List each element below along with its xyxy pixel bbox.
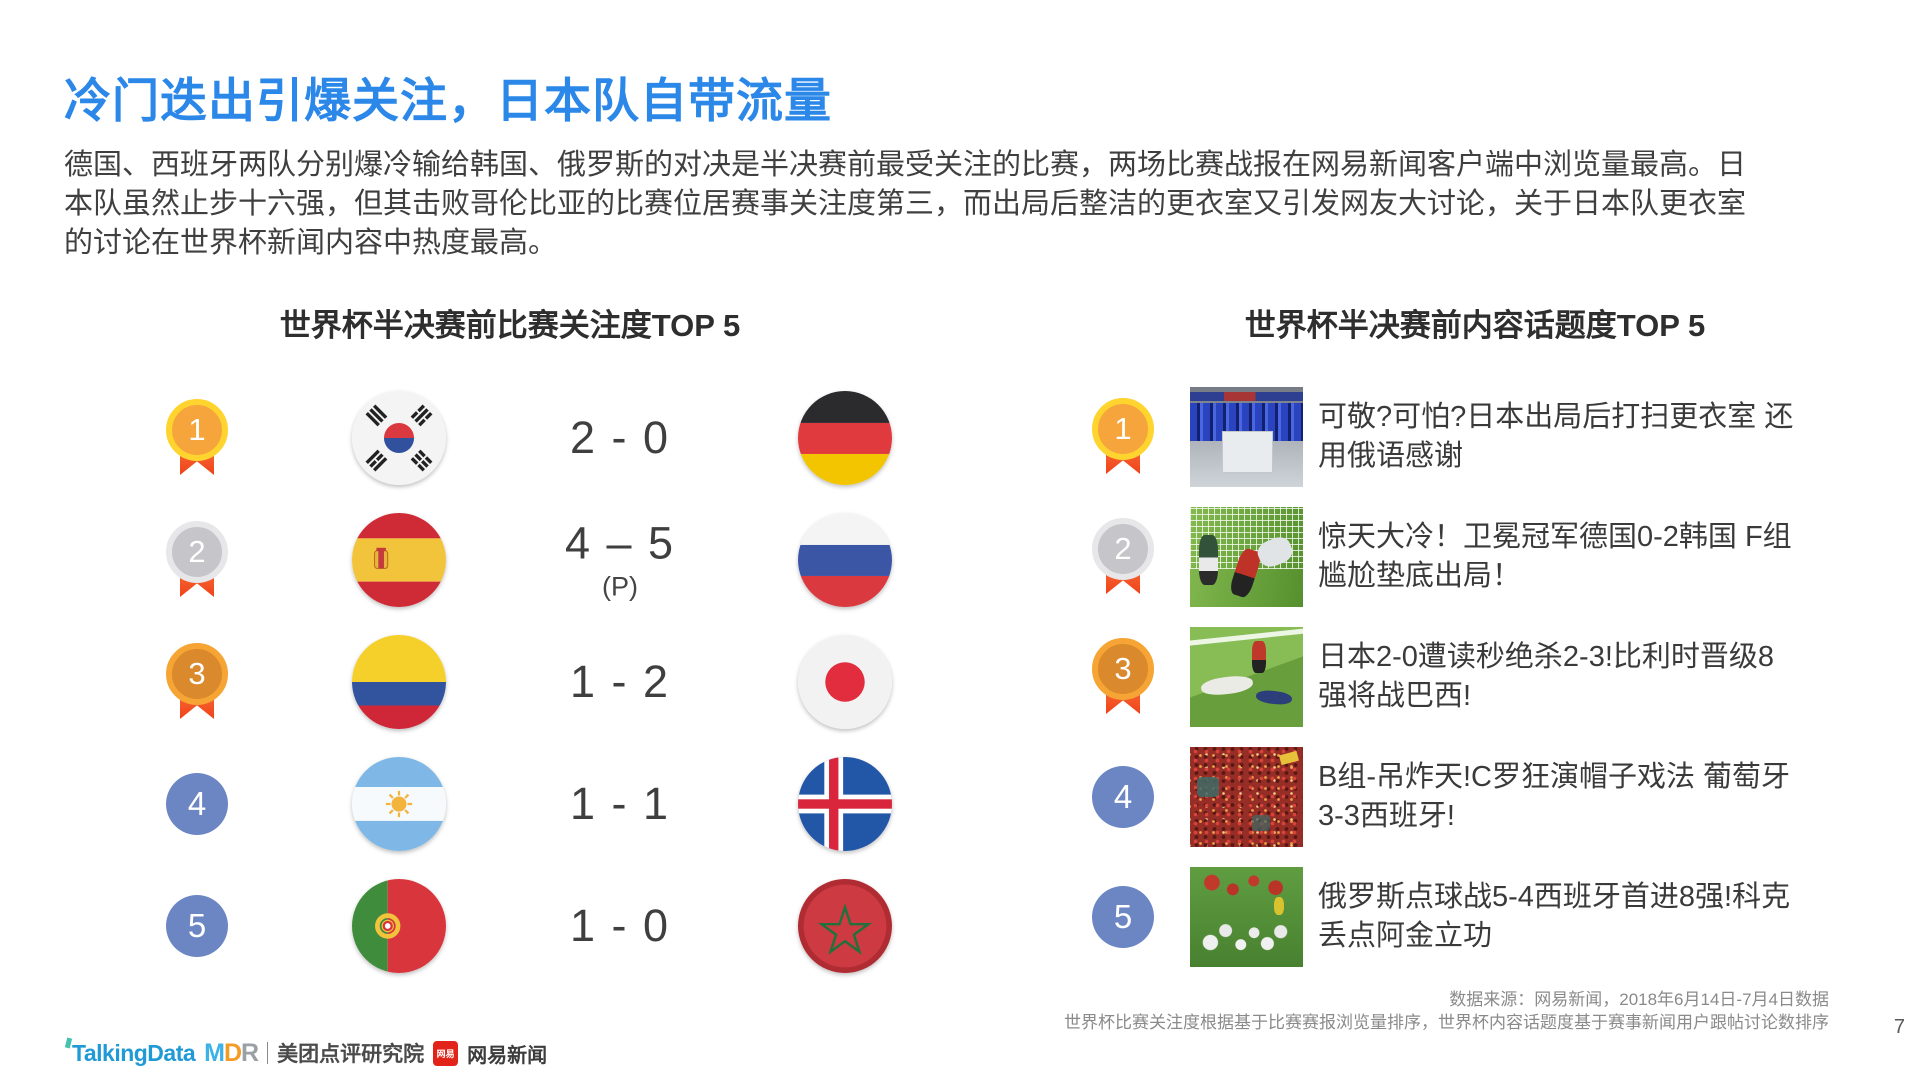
rank-number: 1 (166, 399, 228, 461)
flag-iceland-icon (798, 757, 892, 851)
rank-5-badge: 5 (1092, 886, 1154, 948)
score: 1 - 2 (569, 656, 671, 707)
logo-divider (267, 1042, 269, 1064)
match-row-5: 5 1 - 0 (130, 865, 892, 987)
rank-1-medal-icon: 1 (166, 399, 228, 477)
rank-number: 4 (1092, 766, 1154, 828)
topic-row-3: 3 日本2-0遭读秒绝杀2-3!比利时晋级8 强将战巴西! (1080, 617, 1880, 737)
flag-portugal-icon (352, 879, 446, 973)
source-line-1: 数据来源：网易新闻，2018年6月14日-7月4日数据 (1449, 990, 1829, 1009)
topic-row-1: 1 可敬?可怕?日本出局后打扫更衣室 还 用俄语感谢 (1080, 377, 1880, 497)
match-row-3: 3 1 - 2 (130, 621, 892, 743)
netease-news-logo: 网易新闻 (467, 1044, 548, 1067)
flag-germany-icon (798, 391, 892, 485)
talkingdata-logo: TalkingData (64, 1037, 196, 1067)
match-row-4: 4 1 - 1 (130, 743, 892, 865)
match-row-2: 2 4 – 5 (P) (130, 499, 892, 621)
rank-number: 3 (166, 643, 228, 705)
rank-1-medal-icon: 1 (1092, 398, 1154, 476)
matches-section-title: 世界杯半决赛前比赛关注度TOP 5 (279, 308, 741, 343)
rank-number: 3 (1092, 638, 1154, 700)
japan-belgium-match-photo (1190, 627, 1303, 727)
topic-headline: 可敬?可怕?日本出局后打扫更衣室 还 用俄语感谢 (1318, 401, 1794, 472)
rank-2-medal-icon: 2 (166, 521, 228, 599)
flag-morocco-icon (798, 879, 892, 973)
topic-headline: 俄罗斯点球战5-4西班牙首进8强!科克 丢点阿金立功 (1318, 881, 1791, 952)
germany-korea-goal-photo (1190, 507, 1303, 607)
score: 1 - 1 (569, 778, 671, 829)
rank-number: 1 (1092, 398, 1154, 460)
topic-row-2: 2 惊天大冷！卫冕冠军德国0-2韩国 F组 尴尬垫底出局！ (1080, 497, 1880, 617)
penalty-note: (P) (602, 571, 638, 602)
topics-list: 1 可敬?可怕?日本出局后打扫更衣室 还 用俄语感谢 2 惊天大冷！卫冕冠军德国… (1080, 377, 1880, 977)
rank-number: 5 (166, 895, 228, 957)
flag-japan-icon (798, 635, 892, 729)
topics-section-title: 世界杯半决赛前内容话题度TOP 5 (1244, 308, 1706, 343)
intro-paragraph: 德国、西班牙两队分别爆冷输给韩国、俄罗斯的对决是半决赛前最受关注的比赛，两场比赛… (64, 149, 1747, 259)
talkingdata-wordmark: TalkingData (72, 1039, 196, 1066)
score: 2 - 0 (569, 412, 671, 463)
source-line-2: 世界杯比赛关注度根据基于比赛赛报浏览量排序，世界杯内容话题度基于赛事新闻用户跟帖… (1064, 1013, 1829, 1032)
topic-headline: 惊天大冷！卫冕冠军德国0-2韩国 F组 尴尬垫底出局！ (1318, 521, 1792, 592)
data-source-note: 数据来源：网易新闻，2018年6月14日-7月4日数据 世界杯比赛关注度根据基于… (1064, 988, 1829, 1034)
score: 4 – 5 (P) (530, 518, 710, 603)
topic-headline: 日本2-0遭读秒绝杀2-3!比利时晋级8 强将战巴西! (1318, 641, 1775, 712)
rank-number: 2 (1092, 518, 1154, 580)
topic-row-5: 5 俄罗斯点球战5-4西班牙首进8强!科克 丢点阿金立功 (1080, 857, 1880, 977)
mdr-logo: MDR (204, 1038, 259, 1067)
rank-number: 2 (166, 521, 228, 583)
portugal-spain-fans-photo (1190, 747, 1303, 847)
rank-number: 4 (166, 773, 228, 835)
flag-argentina-icon (352, 757, 446, 851)
rank-2-medal-icon: 2 (1092, 518, 1154, 596)
matches-list: 1 2 - 0 (130, 377, 892, 987)
rank-3-medal-icon: 3 (166, 643, 228, 721)
rank-3-medal-icon: 3 (1092, 638, 1154, 716)
rank-5-badge: 5 (166, 895, 228, 957)
page-number: 7 (1893, 1016, 1905, 1038)
topic-row-4: 4 B组-吊炸天!C罗狂演帽子戏法 葡萄牙 3-3西班牙! (1080, 737, 1880, 857)
rank-4-badge: 4 (166, 773, 228, 835)
rank-number: 5 (1092, 886, 1154, 948)
russia-celebration-photo (1190, 867, 1303, 967)
flag-spain-icon (352, 513, 446, 607)
flag-russia-icon (798, 513, 892, 607)
meituan-dianping-institute-logo: 美团点评研究院 (277, 1043, 425, 1066)
footer-logos: TalkingData MDR 美团点评研究院 网易 网易新闻 (64, 1036, 548, 1070)
score: 1 - 0 (569, 900, 671, 951)
rank-4-badge: 4 (1092, 766, 1154, 828)
flag-colombia-icon (352, 635, 446, 729)
netease-app-icon: 网易 (433, 1040, 459, 1066)
flag-south-korea-icon (352, 391, 446, 485)
japan-locker-room-photo (1190, 387, 1303, 487)
page-title: 冷门迭出引爆关注，日本队自带流量 (64, 74, 832, 127)
match-row-1: 1 2 - 0 (130, 377, 892, 499)
topic-headline: B组-吊炸天!C罗狂演帽子戏法 葡萄牙 3-3西班牙! (1318, 761, 1791, 832)
